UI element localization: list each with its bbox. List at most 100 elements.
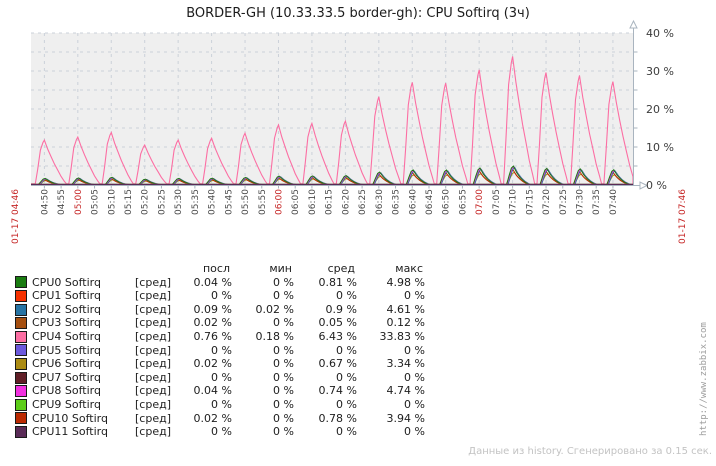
legend-series-tag: [сред] <box>135 316 171 330</box>
x-axis-label: 06:15 <box>325 189 335 215</box>
legend-min-value: 0 % <box>273 357 294 371</box>
legend-swatch-cell <box>15 385 32 398</box>
legend-max-value: 4.98 % <box>386 275 425 289</box>
x-axis-label: 05:25 <box>157 189 167 215</box>
legend-swatch-cell <box>15 371 32 384</box>
zabbix-watermark-url: http://www.zabbix.com <box>699 322 709 436</box>
legend-color-swatch <box>15 289 27 302</box>
x-axis-label: 05:35 <box>191 189 201 215</box>
legend-min-value: 0 % <box>273 289 294 303</box>
legend-avg-value: 0.67 % <box>318 357 357 371</box>
graph-title: BORDER-GH (10.33.33.5 border-gh): CPU So… <box>186 6 530 21</box>
cpu-softirq-chart: 0 % 10 % 20 % 30 % 40 % 01-17 04:46 04:50 04:55… <box>11 19 688 244</box>
legend-last-value: 0 % <box>211 343 232 357</box>
legend-avg-value: 0.78 % <box>318 411 357 425</box>
legend-min-value: 0 % <box>273 411 294 425</box>
legend-min-value: 0 % <box>273 397 294 411</box>
legend-color-swatch <box>15 317 27 330</box>
legend-header-row: посл мин сред макс <box>15 262 428 276</box>
legend-last-value: 0.76 % <box>193 329 232 343</box>
x-axis-label: 05:45 <box>224 189 234 215</box>
legend-min-value: 0 % <box>273 343 294 357</box>
legend-row: CPU0 Softirq [сред] 0.04 % 0 % 0.81 % 4.98 % <box>15 276 428 290</box>
legend-series-tag: [сред] <box>135 397 171 411</box>
legend-header: мин <box>269 262 292 275</box>
x-axis-label: 04:55 <box>57 189 67 215</box>
legend-max-value: 33.83 % <box>379 329 425 343</box>
x-axis-label: 07:10 <box>509 189 519 215</box>
legend-swatch-cell <box>15 398 32 411</box>
x-axis-label: 06:00 <box>274 189 284 215</box>
legend-last-value: 0 % <box>211 370 232 384</box>
legend-max-value: 0 % <box>404 370 425 384</box>
x-axis-label: 07:00 <box>475 189 485 215</box>
legend-series-name: CPU11 Softirq <box>32 425 108 439</box>
x-axis-label: 06:20 <box>341 189 351 215</box>
legend-row: CPU6 Softirq [сред] 0.02 % 0 % 0.67 % 3.34 % <box>15 357 428 371</box>
legend-swatch-cell <box>15 412 32 425</box>
legend-color-swatch <box>15 425 27 438</box>
legend-color-swatch <box>15 357 27 370</box>
x-axis-label: 06:35 <box>392 189 402 215</box>
legend-swatch-cell <box>15 303 32 316</box>
x-axis-label: 01-17 07:46 <box>678 189 688 244</box>
x-axis-label: 06:55 <box>458 189 468 215</box>
y-axis-label: 0 % <box>646 179 667 192</box>
x-axis-label: 06:40 <box>408 189 418 215</box>
legend-min-value: 0 % <box>273 316 294 330</box>
legend-last-value: 0.04 % <box>193 275 232 289</box>
legend-row: CPU3 Softirq [сред] 0.02 % 0 % 0.05 % 0.12 % <box>15 316 428 330</box>
legend-swatch-cell <box>15 357 32 370</box>
legend-avg-value: 0.9 % <box>325 302 357 316</box>
x-axis-label: 05:30 <box>174 189 184 215</box>
legend-max-value: 0 % <box>404 425 425 439</box>
x-axis-label: 01-17 04:46 <box>11 189 21 244</box>
legend-color-swatch <box>15 385 27 398</box>
y-axis-label: 20 % <box>646 103 674 116</box>
x-axis-label: 06:45 <box>425 189 435 215</box>
legend-series-tag: [сред] <box>135 289 171 303</box>
y-axis-label: 10 % <box>646 141 674 154</box>
y-axis-label: 30 % <box>646 65 674 78</box>
legend-header: макс <box>395 262 423 275</box>
legend-series-name: CPU2 Softirq <box>32 302 101 316</box>
legend-row: CPU7 Softirq [сред] 0 % 0 % 0 % 0 % <box>15 371 428 385</box>
legend-swatch-cell <box>15 276 32 289</box>
legend-swatch-cell <box>15 289 32 302</box>
legend-min-value: 0 % <box>273 370 294 384</box>
x-axis-label: 07:15 <box>525 189 535 215</box>
legend-last-value: 0 % <box>211 289 232 303</box>
legend-max-value: 4.61 % <box>386 302 425 316</box>
legend-swatch-cell <box>15 330 32 343</box>
legend-last-value: 0.02 % <box>193 316 232 330</box>
legend-swatch-cell <box>15 344 32 357</box>
x-axis-label: 05:50 <box>241 189 251 215</box>
legend-min-value: 0 % <box>273 275 294 289</box>
x-axis-label: 06:10 <box>308 189 318 215</box>
legend-last-value: 0.09 % <box>193 302 232 316</box>
legend-last-value: 0.02 % <box>193 357 232 371</box>
legend-row: CPU2 Softirq [сред] 0.09 % 0.02 % 0.9 % 4.61 … <box>15 303 428 317</box>
legend-series-name: CPU6 Softirq <box>32 357 101 371</box>
legend-series-tag: [сред] <box>135 329 171 343</box>
x-axis-label: 06:25 <box>358 189 368 215</box>
legend-max-value: 3.34 % <box>386 357 425 371</box>
legend-series-tag: [сред] <box>135 425 171 439</box>
legend-min-value: 0 % <box>273 384 294 398</box>
legend-series-name: CPU5 Softirq <box>32 343 101 357</box>
x-axis-label: 06:05 <box>291 189 301 215</box>
legend-color-swatch <box>15 371 27 384</box>
x-axis-label: 05:05 <box>91 189 101 215</box>
legend-color-swatch <box>15 344 27 357</box>
legend-last-value: 0 % <box>211 397 232 411</box>
legend-header: сред <box>327 262 355 275</box>
legend-max-value: 0 % <box>404 343 425 357</box>
legend-avg-value: 0.05 % <box>318 316 357 330</box>
x-axis-label: 07:40 <box>609 189 619 215</box>
legend-row: CPU10 Softirq [сред] 0.02 % 0 % 0.78 % 3.94 % <box>15 412 428 426</box>
y-axis-arrow-icon <box>629 19 638 29</box>
legend-row: CPU8 Softirq [сред] 0.04 % 0 % 0.74 % 4.74 % <box>15 384 428 398</box>
legend-max-value: 0 % <box>404 289 425 303</box>
legend-series-tag: [сред] <box>135 357 171 371</box>
x-axis-label: 06:50 <box>442 189 452 215</box>
